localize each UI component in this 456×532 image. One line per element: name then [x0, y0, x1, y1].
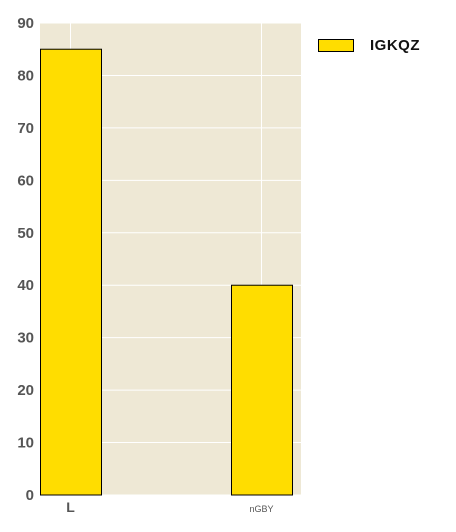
- bar-L: [40, 48, 102, 496]
- legend-label: IGKQZ: [370, 37, 420, 54]
- y-tick-label: 10: [17, 435, 34, 452]
- x-tick-label: nGBY: [249, 504, 273, 514]
- y-tick-label: 20: [17, 382, 34, 399]
- y-axis-ticks: 0 10 20 30 40 50 60 70 80 90: [17, 15, 34, 504]
- bar-nGBY: [231, 284, 293, 496]
- legend: IGKQZ: [318, 37, 420, 54]
- y-tick-label: 60: [17, 172, 34, 189]
- legend-swatch: [318, 39, 354, 52]
- y-tick-label: 50: [17, 225, 34, 242]
- y-tick-label: 70: [17, 120, 34, 137]
- x-tick-label: L: [66, 499, 75, 515]
- y-tick-label: 40: [17, 277, 34, 294]
- y-tick-label: 30: [17, 330, 34, 347]
- y-tick-label: 90: [17, 15, 34, 32]
- y-tick-label: 80: [17, 67, 34, 84]
- bars: [40, 48, 293, 496]
- y-tick-label: 0: [26, 487, 34, 504]
